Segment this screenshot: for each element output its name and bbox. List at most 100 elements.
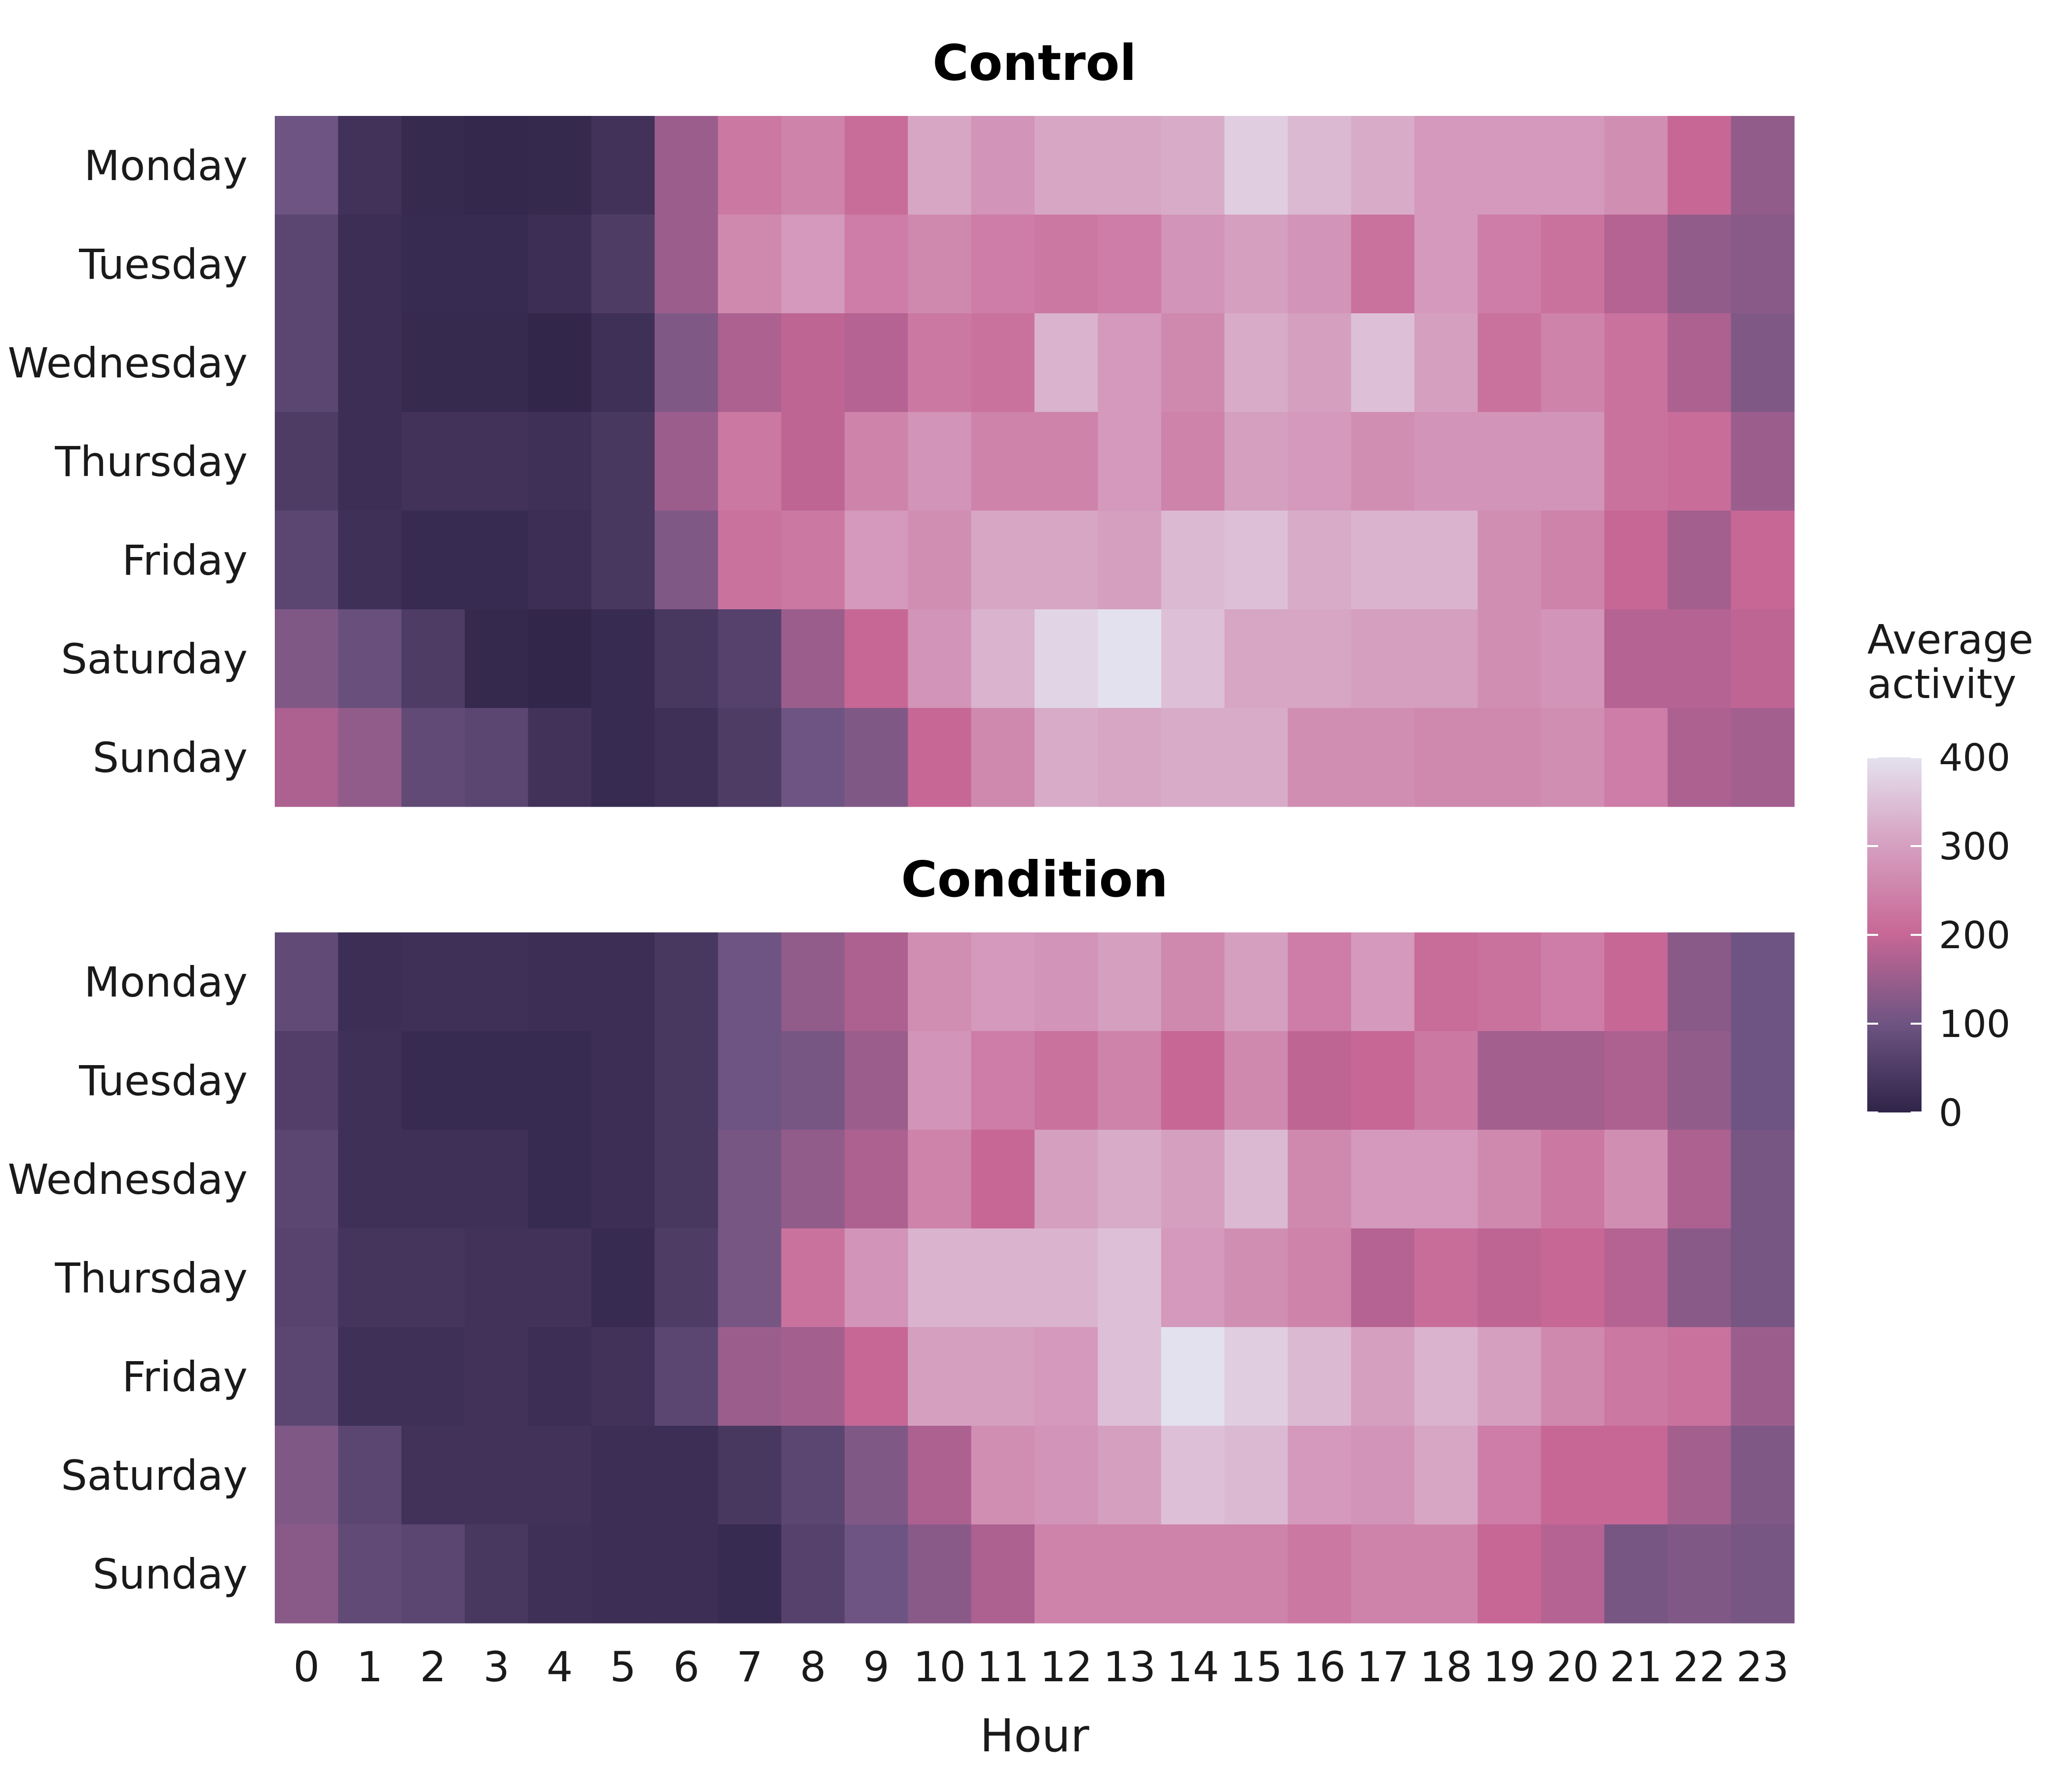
heatmap-cell bbox=[338, 215, 402, 314]
heatmap-cell bbox=[338, 412, 402, 511]
heatmap-cell bbox=[1035, 932, 1098, 1032]
heatmap-cell bbox=[655, 1130, 718, 1229]
heatmap-cell bbox=[1288, 1031, 1352, 1130]
heatmap-cell bbox=[1224, 1524, 1288, 1624]
heatmap-cell bbox=[1604, 1524, 1668, 1624]
heatmap-cell bbox=[845, 313, 908, 412]
heatmap-cell bbox=[1731, 116, 1795, 215]
heatmap-cell bbox=[1161, 215, 1225, 314]
heatmap-cell bbox=[1478, 708, 1542, 807]
heatmap-cell bbox=[1604, 412, 1668, 511]
heatmap-cell bbox=[401, 511, 465, 610]
heatmap-cell bbox=[1351, 708, 1415, 807]
heatmap-cell bbox=[1161, 1524, 1225, 1624]
legend-tick-label: 200 bbox=[1939, 913, 2010, 957]
heatmap-cell bbox=[1161, 511, 1225, 610]
heatmap-cell bbox=[401, 932, 465, 1032]
heatmap-cell bbox=[1288, 1327, 1352, 1426]
heatmap-cell bbox=[1161, 1031, 1225, 1130]
heatmap-cell bbox=[1731, 1130, 1795, 1229]
heatmap-cell bbox=[1478, 1228, 1542, 1328]
legend-tick-label: 0 bbox=[1939, 1091, 1962, 1135]
heatmap-cell bbox=[401, 1327, 465, 1426]
heatmap-cell bbox=[908, 609, 972, 708]
heatmap-cell bbox=[1161, 1426, 1225, 1525]
heatmap-cell bbox=[1035, 1031, 1098, 1130]
heatmap-cell bbox=[655, 215, 718, 314]
heatmap-cell bbox=[1604, 313, 1668, 412]
heatmap-cell bbox=[1541, 1130, 1605, 1229]
heatmap-cell bbox=[1731, 932, 1795, 1032]
heatmap-cell bbox=[465, 116, 528, 215]
x-tick-label: 23 bbox=[1736, 1643, 1789, 1691]
heatmap-cell bbox=[718, 412, 782, 511]
heatmap-cell bbox=[528, 708, 592, 807]
heatmap-cell bbox=[781, 708, 845, 807]
heatmap-cell bbox=[465, 1426, 528, 1525]
heatmap-cell bbox=[781, 412, 845, 511]
x-tick-label: 0 bbox=[293, 1643, 319, 1691]
heatmap-cell bbox=[1414, 1031, 1478, 1130]
heatmap-cell bbox=[1351, 313, 1415, 412]
heatmap-cell bbox=[1414, 215, 1478, 314]
heatmap-cell bbox=[528, 215, 592, 314]
heatmap-cell bbox=[1667, 1524, 1732, 1624]
x-tick-label: 22 bbox=[1673, 1643, 1726, 1691]
x-tick-label: 7 bbox=[737, 1643, 763, 1691]
x-tick-label: 3 bbox=[483, 1643, 509, 1691]
heatmap-cell bbox=[1414, 1524, 1478, 1624]
heatmap-cell bbox=[718, 116, 782, 215]
heatmap-cell bbox=[908, 1426, 972, 1525]
heatmap-cell bbox=[971, 1327, 1035, 1426]
heatmap-cell bbox=[275, 412, 338, 511]
heatmap-cell bbox=[908, 1524, 972, 1624]
heatmap-cell bbox=[1414, 116, 1478, 215]
heatmap-cell bbox=[1161, 708, 1225, 807]
legend-ticks: 0 100 200 300 400 bbox=[1867, 736, 2010, 1135]
heatmap-cell bbox=[655, 1426, 718, 1525]
heatmap-cell bbox=[275, 609, 338, 708]
heatmap-cell bbox=[1478, 1130, 1542, 1229]
heatmap-cell bbox=[718, 313, 782, 412]
x-axis-title: Hour bbox=[980, 1709, 1089, 1762]
heatmap-cell bbox=[845, 932, 908, 1032]
heatmap-cell bbox=[591, 412, 655, 511]
heatmap-cell bbox=[1541, 932, 1605, 1032]
x-tick-label: 5 bbox=[610, 1643, 636, 1691]
legend-title: Average activity bbox=[1867, 617, 2046, 708]
heatmap-cell bbox=[718, 1426, 782, 1525]
heatmap-cell bbox=[908, 1228, 972, 1328]
heatmap-cell bbox=[1035, 1130, 1098, 1229]
y-tick-label: Monday bbox=[84, 958, 248, 1006]
y-tick-label: Thursday bbox=[54, 1254, 248, 1302]
heatmap-cell bbox=[1414, 1327, 1478, 1426]
heatmap-cell bbox=[1288, 511, 1352, 610]
heatmap-cell bbox=[845, 511, 908, 610]
heatmap-cell bbox=[528, 1031, 592, 1130]
heatmap-cell bbox=[1351, 1228, 1415, 1328]
heatmap-cell bbox=[971, 116, 1035, 215]
heatmap-cell bbox=[1288, 116, 1352, 215]
heatmap-cell bbox=[845, 412, 908, 511]
heatmap-cell bbox=[908, 313, 972, 412]
heatmap-cell bbox=[1351, 511, 1415, 610]
heatmap-cell bbox=[1035, 412, 1098, 511]
heatmap-cell bbox=[908, 708, 972, 807]
y-tick-label: Wednesday bbox=[8, 1155, 248, 1204]
heatmap-cell bbox=[465, 412, 528, 511]
heatmap-cell bbox=[465, 215, 528, 314]
heatmap-cell bbox=[1288, 215, 1352, 314]
y-tick-label: Friday bbox=[122, 1353, 248, 1401]
heatmap-cell bbox=[1667, 313, 1732, 412]
heatmap-cell bbox=[1351, 412, 1415, 511]
heatmap-cell bbox=[1224, 932, 1288, 1032]
heatmap-cell bbox=[338, 1130, 402, 1229]
y-tick-label: Tuesday bbox=[78, 240, 248, 289]
heatmap-cell bbox=[1604, 215, 1668, 314]
heatmap-cell bbox=[465, 1327, 528, 1426]
heatmap-cell bbox=[1731, 708, 1795, 807]
heatmap-cell bbox=[971, 215, 1035, 314]
heatmap-cell bbox=[275, 511, 338, 610]
y-tick-label: Saturday bbox=[61, 1451, 248, 1500]
heatmap-cell bbox=[338, 1327, 402, 1426]
